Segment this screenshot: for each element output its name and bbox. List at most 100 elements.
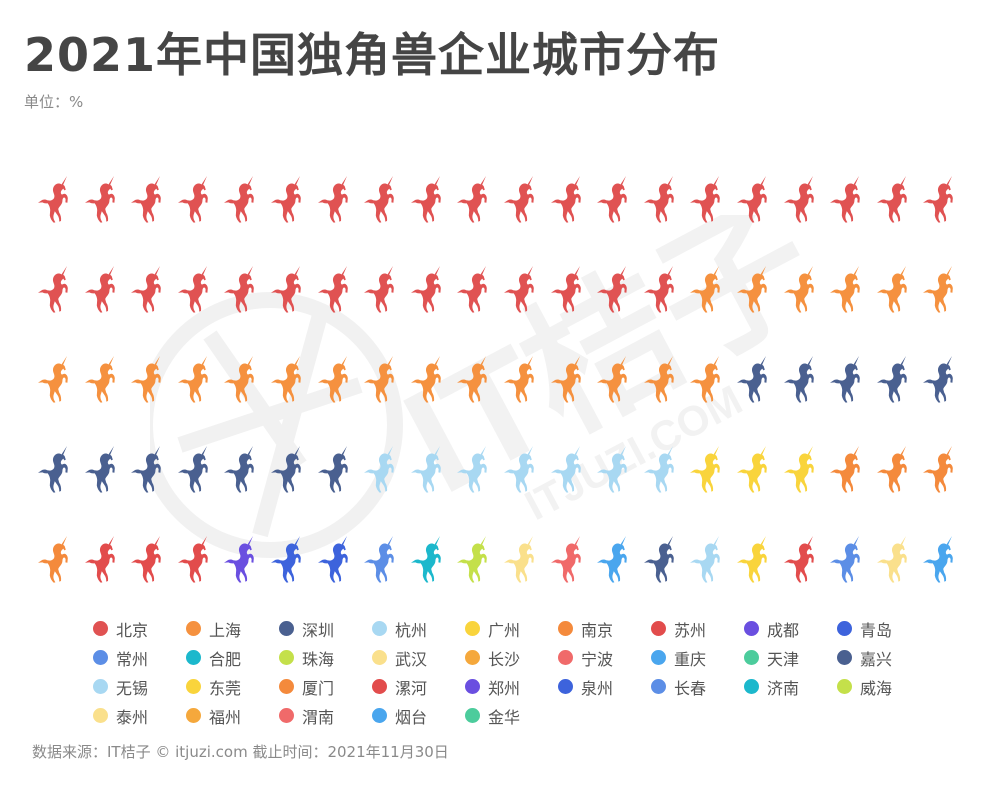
legend-dot-icon [651, 679, 666, 694]
unicorn-icon [38, 446, 68, 493]
pictogram-cell [643, 515, 690, 605]
unicorn-icon [597, 356, 627, 403]
unicorn-icon [84, 356, 115, 403]
legend-item: 成都 [741, 614, 834, 643]
pictogram-cell [410, 155, 457, 245]
pictogram-cell [689, 515, 736, 605]
unicorn-icon [690, 266, 721, 313]
unicorn-icon [364, 266, 394, 313]
pictogram-cell [37, 515, 84, 605]
pictogram-cell [689, 425, 736, 515]
pictogram-cell [783, 335, 830, 425]
legend-dot-icon [465, 708, 480, 723]
unicorn-icon [131, 536, 161, 583]
pictogram-cell [84, 335, 131, 425]
unicorn-icon [131, 446, 161, 493]
pictogram-cell [270, 245, 317, 335]
pictogram-cell [829, 245, 876, 335]
legend-dot-icon [279, 679, 294, 694]
pictogram-cell [456, 245, 503, 335]
pictogram-cell [503, 335, 550, 425]
legend-item: 厦门 [276, 672, 369, 701]
pictogram-cell [922, 515, 969, 605]
pictogram-cell [689, 335, 736, 425]
unicorn-icon [317, 356, 348, 403]
pictogram-cell [363, 245, 410, 335]
pictogram-cell [37, 245, 84, 335]
legend-dot-icon [93, 650, 108, 665]
pictogram-cell [223, 335, 270, 425]
pictogram-cell [410, 515, 457, 605]
pictogram-cell [596, 515, 643, 605]
unicorn-icon [503, 266, 534, 313]
unicorn-icon [410, 266, 441, 313]
legend-item: 无锡 [90, 672, 183, 701]
unicorn-icon [364, 356, 394, 403]
legend-label: 福州 [209, 707, 242, 727]
legend-label: 威海 [860, 678, 893, 698]
unicorn-icon [736, 446, 767, 493]
unicorn-icon [643, 536, 674, 583]
unicorn-icon [876, 176, 907, 223]
legend-dot-icon [651, 650, 666, 665]
unicorn-icon [690, 176, 721, 223]
unicorn-icon [736, 536, 767, 583]
unicorn-icon [131, 266, 161, 313]
pictogram-cell [643, 155, 690, 245]
pictogram-cell [223, 245, 270, 335]
legend-dot-icon [465, 679, 480, 694]
legend-item: 渭南 [276, 701, 369, 730]
unicorn-icon [550, 356, 581, 403]
legend-item: 常州 [90, 643, 183, 672]
unicorn-icon [876, 356, 907, 403]
unicorn-icon [224, 446, 255, 493]
pictogram-cell [363, 515, 410, 605]
legend-item: 苏州 [648, 614, 741, 643]
unicorn-icon [177, 176, 208, 223]
legend-label: 郑州 [488, 678, 521, 698]
unicorn-icon [550, 266, 581, 313]
pictogram-cell [922, 155, 969, 245]
unicorn-icon [224, 356, 255, 403]
legend-dot-icon [744, 621, 759, 636]
legend-label: 上海 [209, 620, 242, 640]
pictogram-cell [270, 335, 317, 425]
legend-item: 郑州 [462, 672, 555, 701]
pictogram-cell [922, 335, 969, 425]
legend-dot-icon [279, 650, 294, 665]
unicorn-icon [270, 266, 301, 313]
unicorn-icon [736, 356, 767, 403]
legend-item: 重庆 [648, 643, 741, 672]
legend-label: 渭南 [302, 707, 335, 727]
unicorn-icon [364, 446, 394, 493]
unicorn-icon [643, 356, 674, 403]
pictogram-cell [37, 155, 84, 245]
unicorn-icon [597, 176, 627, 223]
unicorn-icon [317, 536, 348, 583]
legend-label: 深圳 [302, 620, 335, 640]
legend-dot-icon [279, 621, 294, 636]
pictogram-cell [363, 335, 410, 425]
pictogram-cell [550, 515, 597, 605]
unicorn-icon [457, 356, 488, 403]
legend-dot-icon [186, 650, 201, 665]
unicorn-icon [923, 446, 954, 493]
unicorn-icon [503, 446, 534, 493]
pictogram-cell [270, 515, 317, 605]
pictogram-cell [783, 425, 830, 515]
pictogram-cell [643, 245, 690, 335]
legend-label: 长沙 [488, 649, 521, 669]
pictogram-cell [37, 425, 84, 515]
legend-item: 广州 [462, 614, 555, 643]
legend-dot-icon [372, 621, 387, 636]
unicorn-icon [830, 446, 860, 493]
pictogram-cell [736, 155, 783, 245]
pictogram-cell [829, 515, 876, 605]
legend-item: 上海 [183, 614, 276, 643]
legend-item: 漯河 [369, 672, 462, 701]
pictogram-cell [876, 515, 923, 605]
pictogram-cell [317, 245, 364, 335]
legend-item: 烟台 [369, 701, 462, 730]
legend-item: 武汉 [369, 643, 462, 672]
legend-item: 深圳 [276, 614, 369, 643]
